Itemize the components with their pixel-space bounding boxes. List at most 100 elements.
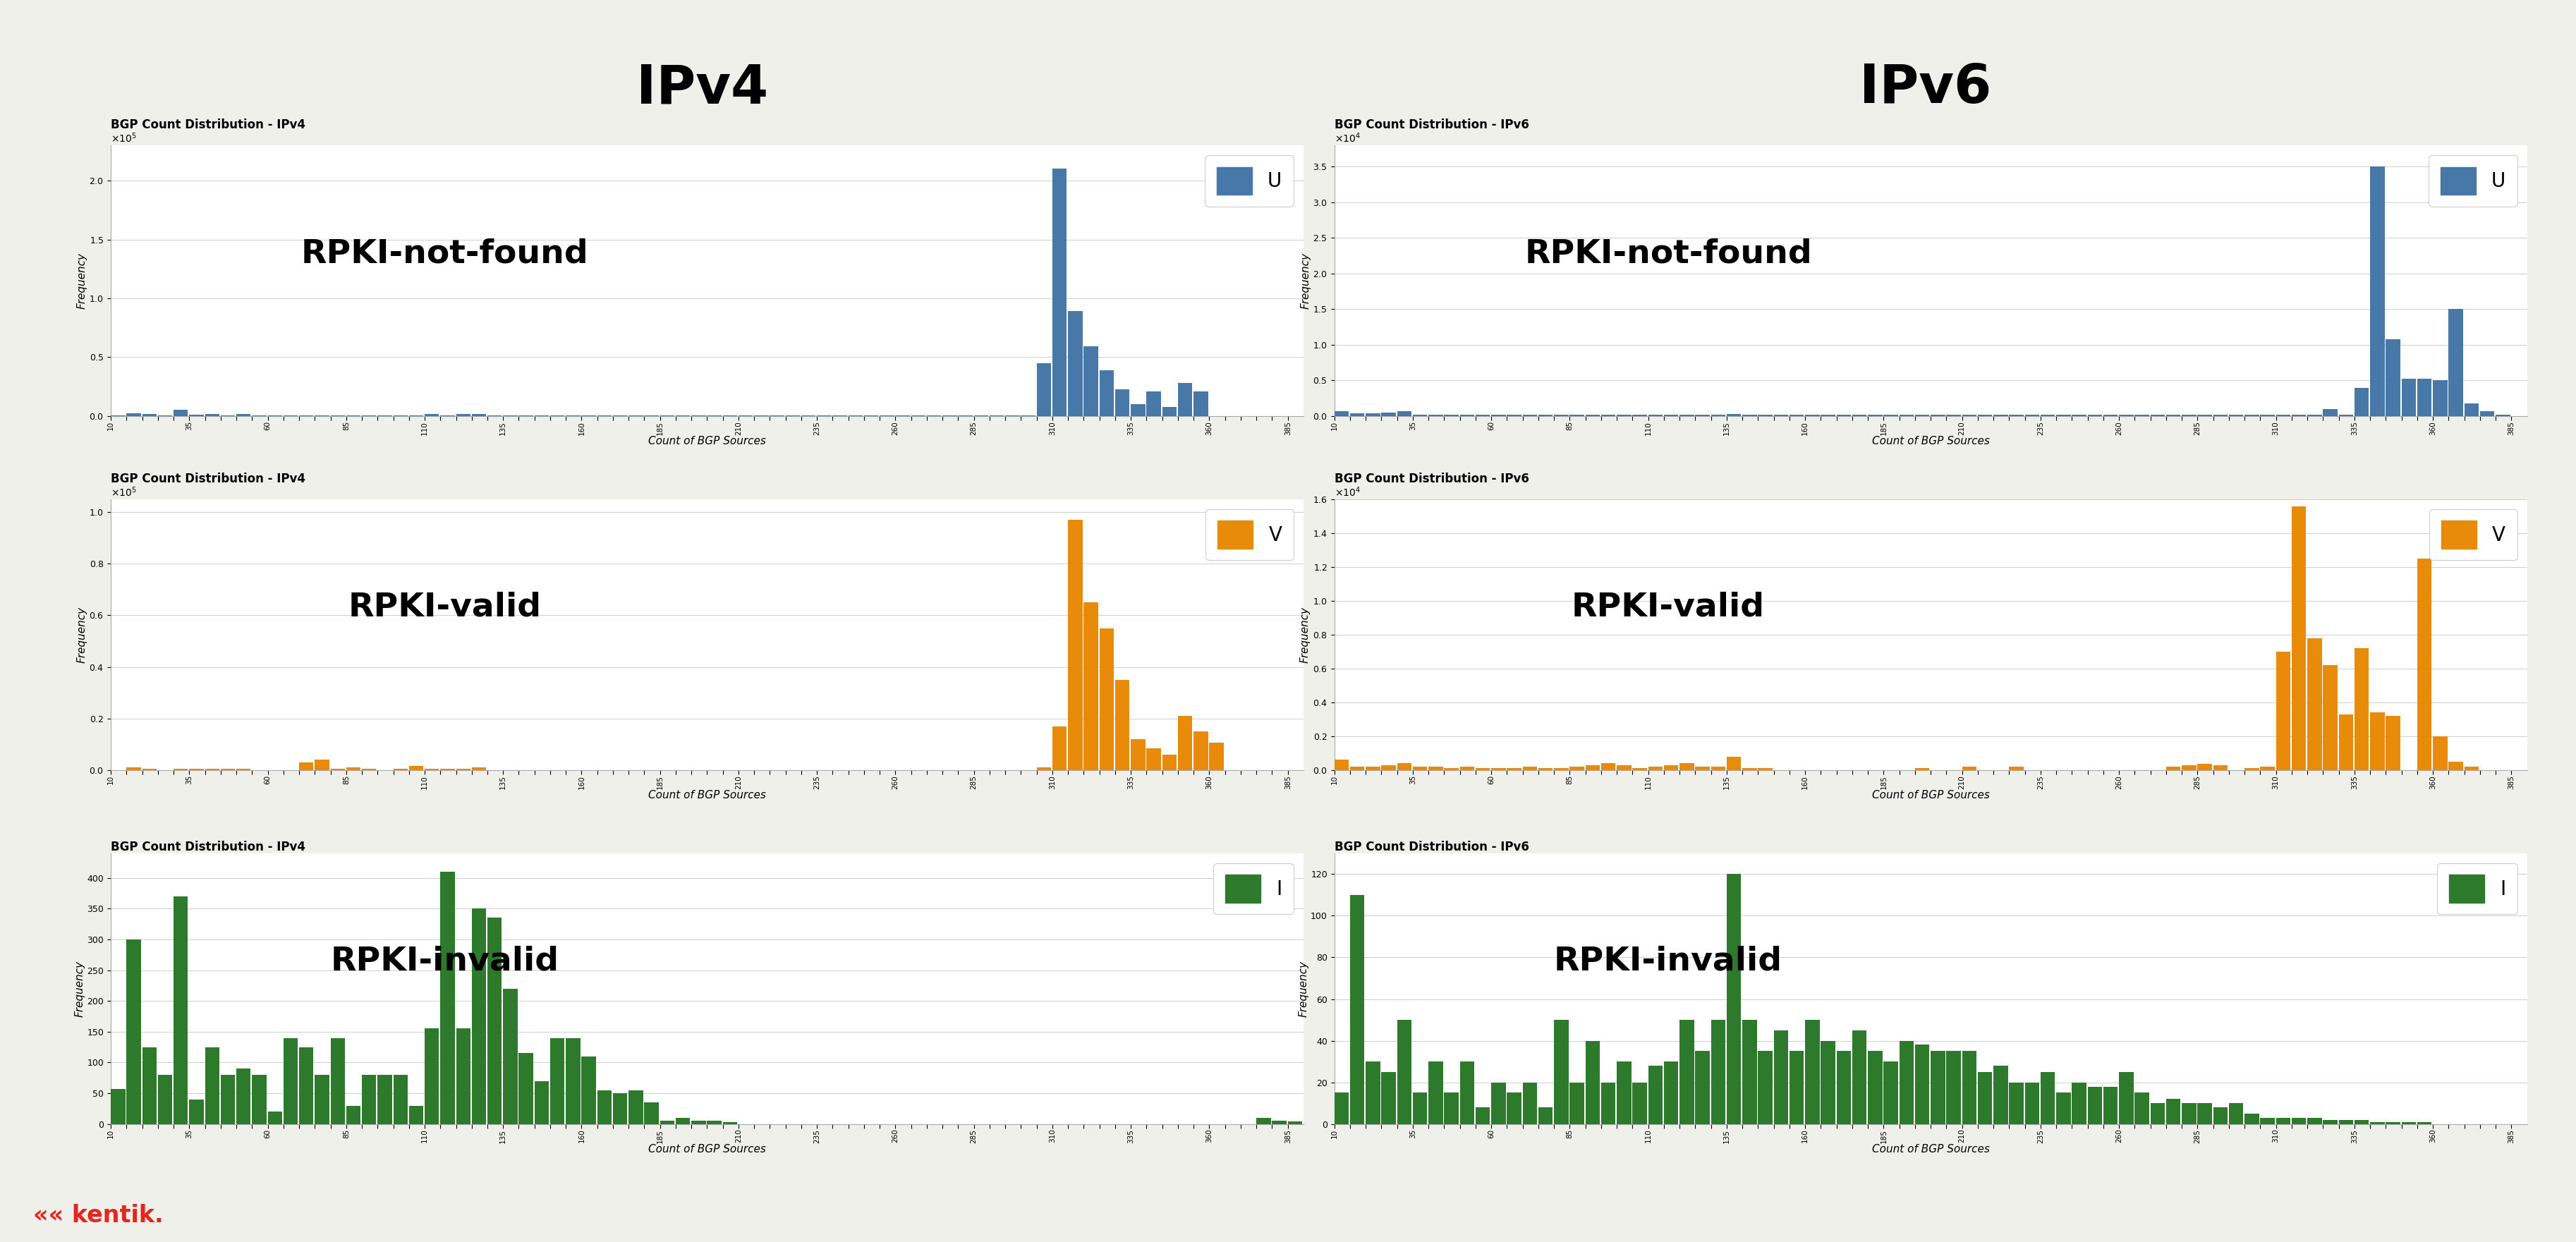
Bar — [1695, 766, 1710, 770]
Bar — [1899, 415, 1914, 416]
Y-axis label: Frequency: Frequency — [77, 606, 88, 663]
Bar — [2166, 415, 2179, 416]
Bar — [1852, 415, 1868, 416]
Bar — [2025, 415, 2040, 416]
Bar — [2450, 761, 2463, 770]
Bar — [1146, 748, 1162, 770]
Bar — [2385, 1122, 2401, 1124]
Bar — [1757, 769, 1772, 770]
Bar — [2136, 415, 2148, 416]
Bar — [1649, 415, 1662, 416]
Bar — [1445, 1093, 1458, 1124]
Bar — [2385, 715, 2401, 770]
Bar — [1445, 415, 1458, 416]
Bar — [2432, 380, 2447, 416]
X-axis label: Count of BGP Sources: Count of BGP Sources — [1873, 436, 1989, 447]
Bar — [2244, 769, 2259, 770]
Bar — [1664, 1062, 1680, 1124]
Bar — [2136, 1093, 2148, 1124]
Bar — [173, 769, 188, 770]
Bar — [1177, 383, 1193, 416]
Bar — [2354, 1120, 2370, 1124]
Bar — [1381, 1072, 1396, 1124]
Bar — [2120, 1072, 2133, 1124]
Bar — [1036, 768, 1051, 770]
Bar — [1680, 1020, 1695, 1124]
Bar — [1790, 1051, 1803, 1124]
Bar — [345, 768, 361, 770]
Bar — [1710, 1020, 1726, 1124]
Bar — [1757, 1051, 1772, 1124]
Bar — [394, 1074, 407, 1124]
Bar — [1412, 766, 1427, 770]
Bar — [1365, 766, 1381, 770]
Bar — [2182, 765, 2197, 770]
Bar — [2450, 309, 2463, 416]
Bar — [2416, 1122, 2432, 1124]
Bar — [1947, 415, 1960, 416]
Bar — [1883, 1062, 1899, 1124]
Bar — [2370, 1122, 2385, 1124]
Legend: U: U — [2429, 155, 2517, 206]
Bar — [410, 766, 422, 770]
Bar — [1538, 1108, 1553, 1124]
Bar — [1538, 769, 1553, 770]
Bar — [2293, 415, 2306, 416]
Bar — [1193, 732, 1208, 770]
Bar — [440, 769, 456, 770]
Bar — [2009, 415, 2025, 416]
Bar — [2259, 415, 2275, 416]
Bar — [2401, 379, 2416, 416]
Bar — [1396, 764, 1412, 770]
Bar — [1208, 743, 1224, 770]
Text: RPKI-valid: RPKI-valid — [1571, 591, 1765, 623]
Bar — [2213, 765, 2228, 770]
Bar — [1741, 769, 1757, 770]
Bar — [2213, 1108, 2228, 1124]
Bar — [724, 1123, 737, 1124]
Bar — [1932, 1051, 1945, 1124]
Bar — [1618, 765, 1631, 770]
Bar — [1131, 739, 1146, 770]
Bar — [1365, 1062, 1381, 1124]
Bar — [1569, 415, 1584, 416]
Bar — [2025, 1082, 2040, 1124]
Bar — [1522, 415, 1538, 416]
Bar — [1757, 415, 1772, 416]
Bar — [1994, 1066, 2007, 1124]
Bar — [456, 1028, 471, 1124]
Bar — [1334, 411, 1350, 416]
Text: RPKI-invalid: RPKI-invalid — [330, 945, 559, 977]
Bar — [1710, 766, 1726, 770]
Bar — [1476, 769, 1489, 770]
Bar — [1177, 715, 1193, 770]
Bar — [1584, 1041, 1600, 1124]
Bar — [206, 414, 219, 416]
Bar — [1741, 1020, 1757, 1124]
Bar — [1069, 520, 1082, 770]
Bar — [1350, 414, 1365, 416]
Bar — [1741, 415, 1757, 416]
Bar — [1054, 727, 1066, 770]
Bar — [1365, 414, 1381, 416]
Bar — [2040, 1072, 2056, 1124]
Bar — [2120, 415, 2133, 416]
Bar — [2277, 415, 2290, 416]
Bar — [1963, 415, 1976, 416]
Bar — [2166, 766, 2179, 770]
X-axis label: Count of BGP Sources: Count of BGP Sources — [649, 436, 765, 447]
Bar — [299, 763, 314, 770]
Bar — [2401, 1122, 2416, 1124]
X-axis label: Count of BGP Sources: Count of BGP Sources — [1873, 790, 1989, 801]
Bar — [2040, 415, 2056, 416]
Bar — [2308, 415, 2321, 416]
Bar — [1084, 347, 1097, 416]
Bar — [2009, 1082, 2025, 1124]
Bar — [2354, 648, 2370, 770]
Bar — [126, 414, 142, 416]
Bar — [1507, 769, 1522, 770]
Bar — [2259, 1118, 2275, 1124]
Bar — [2370, 166, 2385, 416]
Bar — [1695, 1051, 1710, 1124]
Bar — [1837, 415, 1852, 416]
